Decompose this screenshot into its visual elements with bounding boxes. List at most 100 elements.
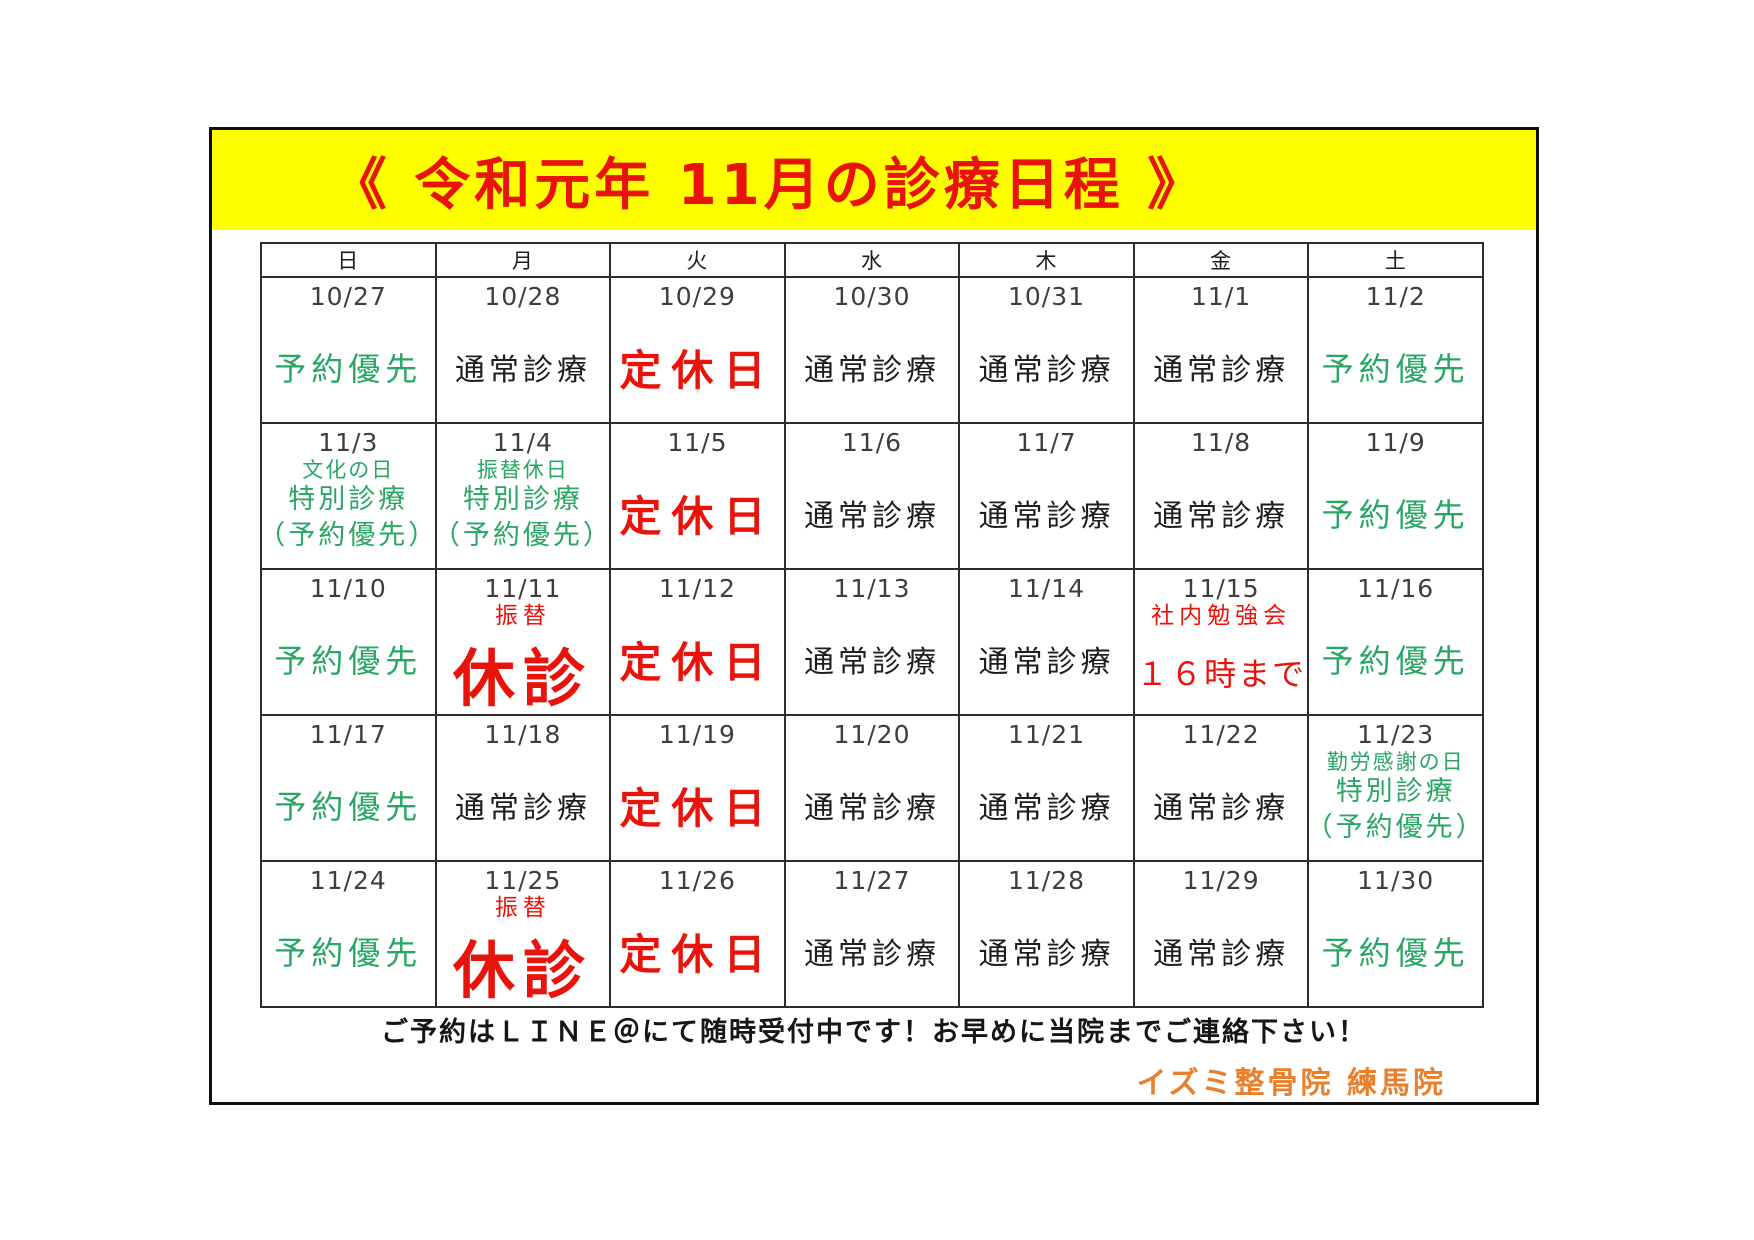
calendar-cell-content: 11/5 定休日 <box>611 424 784 568</box>
calendar-cell: 11/21 通常診療 <box>958 714 1135 862</box>
cell-note: 振替 <box>494 895 551 921</box>
cell-note: 振替休日 <box>476 458 569 482</box>
cell-date: 11/21 <box>1008 720 1086 749</box>
cell-status: 特別診療 （予約優先） <box>433 482 610 579</box>
cell-date: 11/20 <box>833 720 911 749</box>
calendar-cell: 11/30 予約優先 <box>1307 860 1484 1008</box>
cell-status-line: 通常診療 <box>978 353 1115 388</box>
cell-status: 通常診療 <box>960 750 1133 860</box>
calendar-cell-content: 11/16 予約優先 <box>1309 570 1482 714</box>
calendar-cell-content: 10/29 定休日 <box>611 278 784 422</box>
schedule-sheet: 《 令和元年 11月の診療日程 》 日月火水木金土 10/27 予約優先 10/28… <box>209 127 1539 1105</box>
cell-status: 通常診療 <box>786 312 959 422</box>
calendar-cell-content: 11/10 予約優先 <box>262 570 435 714</box>
cell-status: 予約優先 <box>1309 458 1482 568</box>
cell-status: 通常診療 <box>1135 458 1308 568</box>
weekday-header: 月 <box>434 242 612 278</box>
calendar-cell-content: 11/22 通常診療 <box>1135 716 1308 860</box>
cell-status-line: （予約優先） <box>1305 812 1486 844</box>
calendar-cell-content: 11/7 通常診療 <box>960 424 1133 568</box>
calendar-week-row: 11/10 予約優先 11/11 振替 休診 11/12 定休日 11/13 通常診療 11/14… <box>260 568 1484 716</box>
cell-status-line: 予約優先 <box>1321 934 1470 972</box>
cell-status-line: 特別診療 <box>288 484 409 515</box>
cell-status-line: 定休日 <box>619 345 776 395</box>
cell-date: 11/26 <box>658 866 736 895</box>
cell-status-line: 通常診療 <box>1153 499 1290 534</box>
cell-status: 予約優先 <box>262 896 435 1006</box>
cell-status: 通常診療 <box>786 750 959 860</box>
cell-status-line: 予約優先 <box>1321 350 1470 388</box>
calendar-cell-content: 10/31 通常診療 <box>960 278 1133 422</box>
cell-status: 通常診療 <box>786 458 959 568</box>
cell-date: 11/27 <box>833 866 911 895</box>
cell-date: 11/3 <box>318 428 379 457</box>
calendar-cell-content: 11/19 定休日 <box>611 716 784 860</box>
cell-date: 11/1 <box>1191 282 1252 311</box>
cell-status-line: 定休日 <box>619 783 776 833</box>
cell-status: 通常診療 <box>437 750 610 860</box>
calendar-cell-content: 11/1 通常診療 <box>1135 278 1308 422</box>
cell-status-line: 定休日 <box>619 929 776 979</box>
calendar-cell: 11/5 定休日 <box>609 422 786 570</box>
calendar-container: 日月火水木金土 10/27 予約優先 10/28 通常診療 10/29 定休日 10/30 通… <box>258 242 1484 1010</box>
weekday-header: 水 <box>783 242 961 278</box>
cell-date: 11/5 <box>667 428 728 457</box>
calendar-cell: 11/16 予約優先 <box>1307 568 1484 716</box>
cell-status: 通常診療 <box>960 896 1133 1006</box>
calendar-cell-content: 11/12 定休日 <box>611 570 784 714</box>
calendar-cell-content: 11/14 通常診療 <box>960 570 1133 714</box>
calendar-cell-content: 11/21 通常診療 <box>960 716 1133 860</box>
weekday-header: 日 <box>260 242 437 278</box>
calendar-cell-content: 11/11 振替 休診 <box>437 570 610 715</box>
cell-status: 休診 <box>437 920 610 1010</box>
clinic-name: イズミ整骨院 練馬院 <box>1136 1066 1446 1101</box>
cell-status: 定休日 <box>611 458 784 568</box>
calendar-cell-content: 10/28 通常診療 <box>437 278 610 422</box>
calendar-cell: 11/22 通常診療 <box>1132 714 1310 862</box>
cell-status: 予約優先 <box>1309 312 1482 422</box>
title-banner: 《 令和元年 11月の診療日程 》 <box>212 130 1536 230</box>
cell-date: 11/2 <box>1365 282 1426 311</box>
cell-status-line: 通常診療 <box>803 353 940 388</box>
cell-status: 特別診療 （予約優先） <box>1306 774 1483 871</box>
cell-date: 11/4 <box>492 428 553 457</box>
calendar-cell: 11/3 文化の日 特別診療 （予約優先） <box>258 422 439 570</box>
cell-status-line: （予約優先） <box>258 520 439 552</box>
cell-date: 11/22 <box>1182 720 1260 749</box>
cell-status-line: 通常診療 <box>803 645 940 680</box>
cell-status: 予約優先 <box>262 750 435 860</box>
cell-status: 通常診療 <box>786 604 959 714</box>
calendar-cell: 11/12 定休日 <box>609 568 786 716</box>
cell-date: 11/23 <box>1357 720 1435 749</box>
calendar-cell: 11/6 通常診療 <box>783 422 961 570</box>
calendar-cell-content: 11/17 予約優先 <box>262 716 435 860</box>
cell-status-line: 特別診療 <box>1335 776 1456 807</box>
cell-status: 通常診療 <box>960 458 1133 568</box>
cell-date: 10/31 <box>1008 282 1086 311</box>
cell-date: 10/30 <box>833 282 911 311</box>
calendar-cell: 11/18 通常診療 <box>434 714 612 862</box>
cell-status-line: 休診 <box>452 934 593 1007</box>
cell-status-line: 通常診療 <box>1153 937 1290 972</box>
cell-date: 11/16 <box>1357 574 1435 603</box>
cell-note: 勤労感謝の日 <box>1326 750 1465 774</box>
calendar-cell: 11/11 振替 休診 <box>434 568 612 716</box>
calendar-cell: 11/9 予約優先 <box>1307 422 1484 570</box>
weekday-header: 木 <box>958 242 1135 278</box>
cell-status: 通常診療 <box>1135 312 1308 422</box>
cell-status: 予約優先 <box>262 604 435 714</box>
calendar-cell: 11/15 社内勉強会 １６時まで <box>1132 568 1310 716</box>
calendar-cell: 11/10 予約優先 <box>260 568 437 716</box>
calendar-cell: 11/2 予約優先 <box>1307 276 1484 424</box>
footer-note: ご予約はＬＩＮＥ＠にて随時受付中です！お早めに当院までご連絡下さい！ <box>381 1017 1367 1048</box>
calendar-cell-content: 11/24 予約優先 <box>262 862 435 1006</box>
cell-date: 11/13 <box>833 574 911 603</box>
cell-date: 11/29 <box>1182 866 1260 895</box>
calendar-cell-content: 11/8 通常診療 <box>1135 424 1308 568</box>
cell-date: 11/15 <box>1182 574 1260 603</box>
calendar-week-row: 11/3 文化の日 特別診療 （予約優先） 11/4 振替休日 特別診療 （予約優先） 11/5… <box>258 422 1484 570</box>
cell-status: 通常診療 <box>960 312 1133 422</box>
cell-status-line: 予約優先 <box>274 934 423 972</box>
cell-date: 11/9 <box>1365 428 1426 457</box>
